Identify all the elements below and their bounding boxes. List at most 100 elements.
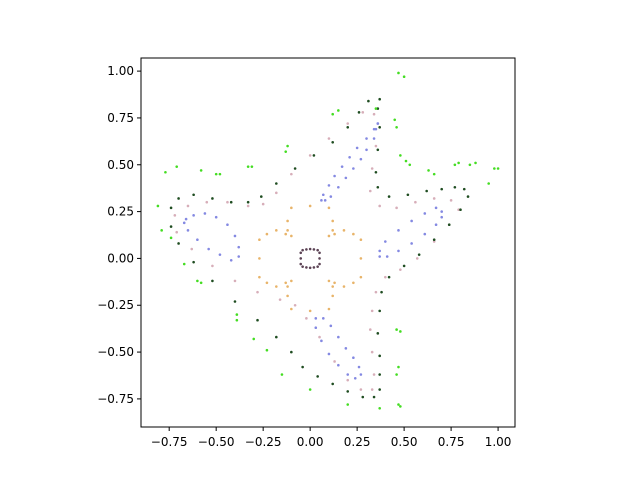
data-point bbox=[290, 234, 293, 238]
data-point bbox=[340, 165, 344, 168]
data-point bbox=[425, 189, 428, 193]
data-point bbox=[258, 257, 261, 260]
data-point bbox=[346, 378, 350, 382]
data-point bbox=[447, 223, 451, 227]
data-point bbox=[410, 242, 413, 245]
data-point bbox=[337, 335, 340, 339]
data-point bbox=[414, 200, 417, 204]
data-point bbox=[344, 347, 348, 350]
data-point bbox=[474, 161, 477, 165]
data-point bbox=[192, 214, 195, 217]
y-tick-label: −0.50 bbox=[97, 345, 134, 359]
data-point bbox=[466, 195, 470, 198]
data-point bbox=[384, 240, 387, 243]
data-point bbox=[404, 159, 408, 163]
data-point bbox=[284, 150, 288, 153]
data-point bbox=[286, 219, 289, 223]
data-point bbox=[432, 197, 436, 200]
data-point bbox=[387, 195, 391, 198]
data-point bbox=[397, 229, 400, 232]
data-point bbox=[331, 294, 335, 298]
data-point bbox=[368, 328, 372, 331]
data-point bbox=[182, 262, 186, 266]
data-point bbox=[258, 275, 261, 279]
data-point bbox=[203, 212, 207, 215]
data-point bbox=[327, 352, 331, 356]
data-point bbox=[265, 348, 269, 352]
data-point bbox=[322, 193, 325, 197]
data-point bbox=[378, 126, 381, 129]
data-point bbox=[395, 126, 398, 129]
data-point bbox=[333, 232, 336, 236]
data-point bbox=[397, 403, 400, 406]
data-point bbox=[305, 248, 308, 251]
data-point bbox=[353, 377, 357, 380]
data-point bbox=[457, 161, 460, 165]
data-point bbox=[192, 193, 195, 197]
data-point bbox=[462, 187, 466, 191]
data-point bbox=[256, 290, 259, 294]
data-point bbox=[156, 204, 160, 208]
data-point bbox=[327, 206, 331, 210]
data-point bbox=[346, 126, 350, 129]
data-point bbox=[385, 255, 389, 258]
data-point bbox=[432, 240, 436, 243]
data-point bbox=[246, 200, 250, 204]
data-point bbox=[378, 354, 381, 358]
data-point bbox=[290, 307, 293, 311]
data-point bbox=[342, 229, 346, 232]
data-point bbox=[286, 229, 289, 232]
data-point bbox=[312, 266, 316, 269]
data-point bbox=[370, 350, 374, 354]
data-point bbox=[275, 285, 278, 288]
data-point bbox=[199, 281, 203, 285]
data-point bbox=[427, 169, 430, 172]
data-point bbox=[331, 229, 335, 232]
data-point bbox=[380, 290, 383, 294]
data-point bbox=[316, 248, 319, 252]
data-point bbox=[160, 229, 163, 232]
data-point bbox=[440, 187, 444, 191]
data-point bbox=[397, 249, 400, 253]
data-point bbox=[318, 251, 321, 255]
data-point bbox=[177, 242, 180, 245]
plot-area-frame bbox=[140, 57, 516, 428]
data-point bbox=[169, 236, 173, 240]
data-point bbox=[387, 275, 391, 279]
data-point bbox=[399, 405, 402, 408]
data-point bbox=[346, 390, 350, 393]
data-point bbox=[308, 247, 312, 251]
data-point bbox=[275, 335, 278, 339]
data-point bbox=[278, 298, 282, 301]
data-point bbox=[301, 265, 304, 268]
data-point bbox=[333, 360, 336, 363]
data-point bbox=[312, 154, 316, 157]
data-point bbox=[397, 365, 400, 369]
data-point bbox=[397, 71, 400, 75]
data-point bbox=[457, 208, 460, 212]
data-point bbox=[417, 253, 421, 256]
y-tick-label: −0.75 bbox=[97, 392, 134, 406]
data-point bbox=[259, 195, 263, 198]
data-point bbox=[293, 303, 297, 307]
data-point bbox=[275, 182, 278, 185]
data-point bbox=[337, 109, 340, 112]
data-point bbox=[399, 330, 402, 333]
y-tick-label: −0.25 bbox=[97, 298, 134, 312]
data-point bbox=[331, 382, 335, 386]
x-tick-label: 0.00 bbox=[297, 435, 324, 449]
data-point bbox=[352, 232, 355, 236]
data-point bbox=[423, 212, 427, 215]
data-point bbox=[493, 167, 496, 170]
data-point bbox=[196, 238, 199, 241]
data-point bbox=[365, 148, 368, 152]
data-point bbox=[169, 225, 173, 228]
data-point bbox=[237, 255, 241, 258]
data-point bbox=[378, 388, 381, 391]
data-point bbox=[337, 363, 340, 367]
data-point bbox=[327, 307, 331, 311]
data-point bbox=[453, 185, 457, 189]
data-point bbox=[359, 373, 363, 376]
data-point bbox=[280, 373, 284, 376]
data-point bbox=[327, 279, 331, 283]
